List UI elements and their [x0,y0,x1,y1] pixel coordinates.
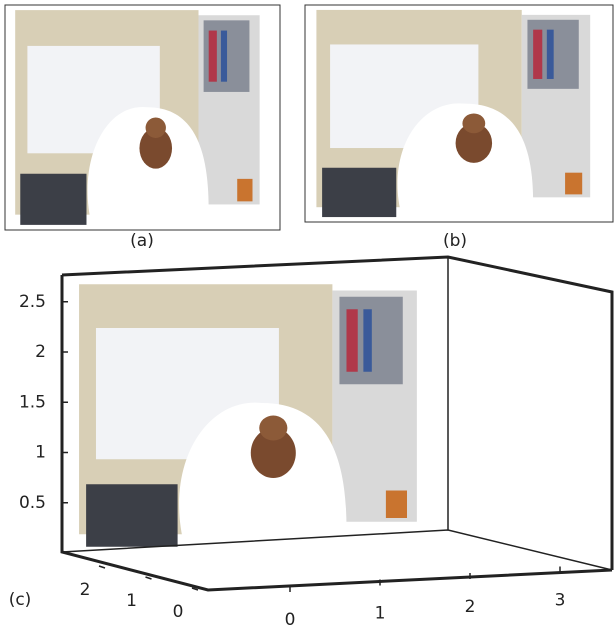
z-tick-label: 2 [35,342,46,362]
panel-b: (b) [305,5,613,251]
z-tick-label: 0.5 [19,493,46,513]
figure: (a) (b) (c) 0.5 1 1.5 2 2.5 2 1 0 0 1 2 3 [0,0,616,629]
y-tick-label: 2 [80,580,91,600]
z-tick-label: 2.5 [19,292,46,312]
panel-label: (b) [443,231,467,251]
z-tick-label: 1.5 [19,392,46,412]
y-tick [99,566,105,568]
panel-label: (a) [130,231,154,251]
y-tick-label: 1 [126,591,137,611]
x-tick-label: 0 [285,610,296,629]
panel-c: (c) [9,257,612,610]
x-tick-label: 2 [465,597,476,617]
x-tick-label: 3 [555,591,566,611]
y-tick [146,577,152,579]
panel-a: (a) [5,5,280,251]
z-tick-label: 1 [35,443,46,463]
y-tick-label: 0 [173,602,184,622]
panel-label: (c) [9,590,32,610]
x-tick-label: 1 [375,604,386,624]
